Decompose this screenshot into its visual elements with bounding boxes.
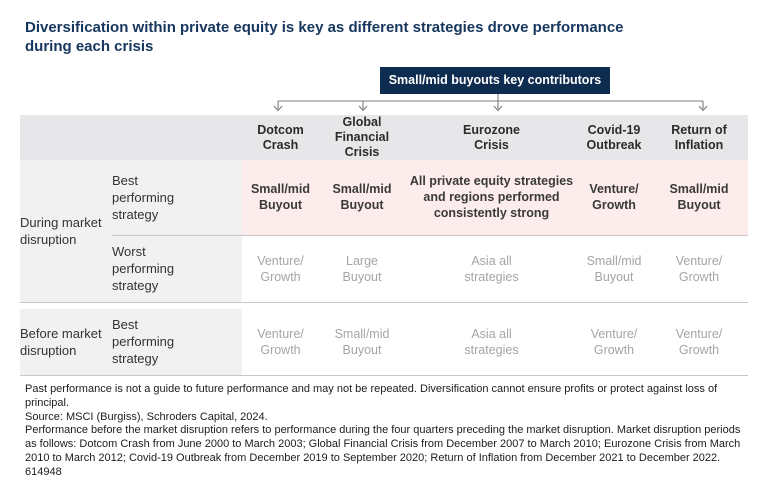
table-header-row: Dotcom Crash Global Financial Crisis Eur… bbox=[20, 115, 748, 160]
column-header-dotcom-crash: Dotcom Crash bbox=[257, 122, 304, 152]
table-row-worst-during: Worst performing strategy Venture/ Growt… bbox=[20, 235, 748, 303]
row-group-before-market-disruption: Before market disruption bbox=[20, 309, 112, 376]
table-cell: Small/mid Buyout bbox=[319, 309, 405, 376]
column-header-global-financial-crisis: Global Financial Crisis bbox=[334, 115, 390, 159]
table-cell: Small/mid Buyout bbox=[650, 160, 748, 236]
footnotes: Past performance is not a guide to futur… bbox=[25, 383, 749, 480]
table-cell: Venture/ Growth bbox=[242, 309, 319, 376]
table-cell: Small/mid Buyout bbox=[319, 160, 405, 236]
column-header-eurozone-crisis: Eurozone Crisis bbox=[463, 122, 520, 152]
footnote-disclaimer: Past performance is not a guide to futur… bbox=[25, 383, 718, 409]
table-cell: Venture/ Growth bbox=[650, 235, 748, 303]
arrow-down-icon bbox=[698, 101, 708, 112]
table-cell: Small/mid Buyout bbox=[578, 235, 650, 303]
row-label-worst-performing-strategy: Worst performing strategy bbox=[112, 235, 242, 303]
key-contributors-badge: Small/mid buyouts key contributors bbox=[380, 67, 610, 94]
table-cell: All private equity strategies and region… bbox=[405, 160, 578, 236]
table-cell: Venture/ Growth bbox=[650, 309, 748, 376]
arrow-down-icon bbox=[273, 101, 283, 112]
column-header-return-of-inflation: Return of Inflation bbox=[671, 122, 727, 152]
table-cell: Venture/ Growth bbox=[578, 309, 650, 376]
table-row-best-before: Before market disruption Best performing… bbox=[20, 309, 748, 376]
row-label-best-performing-strategy: Best performing strategy bbox=[112, 309, 242, 376]
table-row-best-during: During market disruption Best performing… bbox=[20, 160, 748, 303]
row-group-during-market-disruption: During market disruption bbox=[20, 160, 112, 303]
footnote-methodology: Performance before the market disruption… bbox=[25, 424, 741, 478]
table-cell: Venture/ Growth bbox=[242, 235, 319, 303]
arrow-down-icon bbox=[493, 101, 503, 112]
column-header-covid-19-outbreak: Covid-19 Outbreak bbox=[586, 122, 642, 152]
row-label-best-performing-strategy: Best performing strategy bbox=[112, 160, 242, 236]
table-cell: Large Buyout bbox=[319, 235, 405, 303]
annotation-arrows-graphic bbox=[273, 94, 708, 112]
table-cell: Small/mid Buyout bbox=[242, 160, 319, 236]
table-corner-cell bbox=[20, 115, 242, 160]
table-section-spacer bbox=[20, 302, 748, 309]
table-cell: Asia all strategies bbox=[405, 235, 578, 303]
footnote-source: Source: MSCI (Burgiss), Schroders Capita… bbox=[25, 410, 268, 423]
table-cell: Venture/ Growth bbox=[578, 160, 650, 236]
performance-table: Dotcom Crash Global Financial Crisis Eur… bbox=[20, 115, 748, 376]
table-cell: Asia all strategies bbox=[405, 309, 578, 376]
figure-title: Diversification within private equity is… bbox=[25, 19, 624, 55]
arrow-down-icon bbox=[358, 101, 368, 112]
